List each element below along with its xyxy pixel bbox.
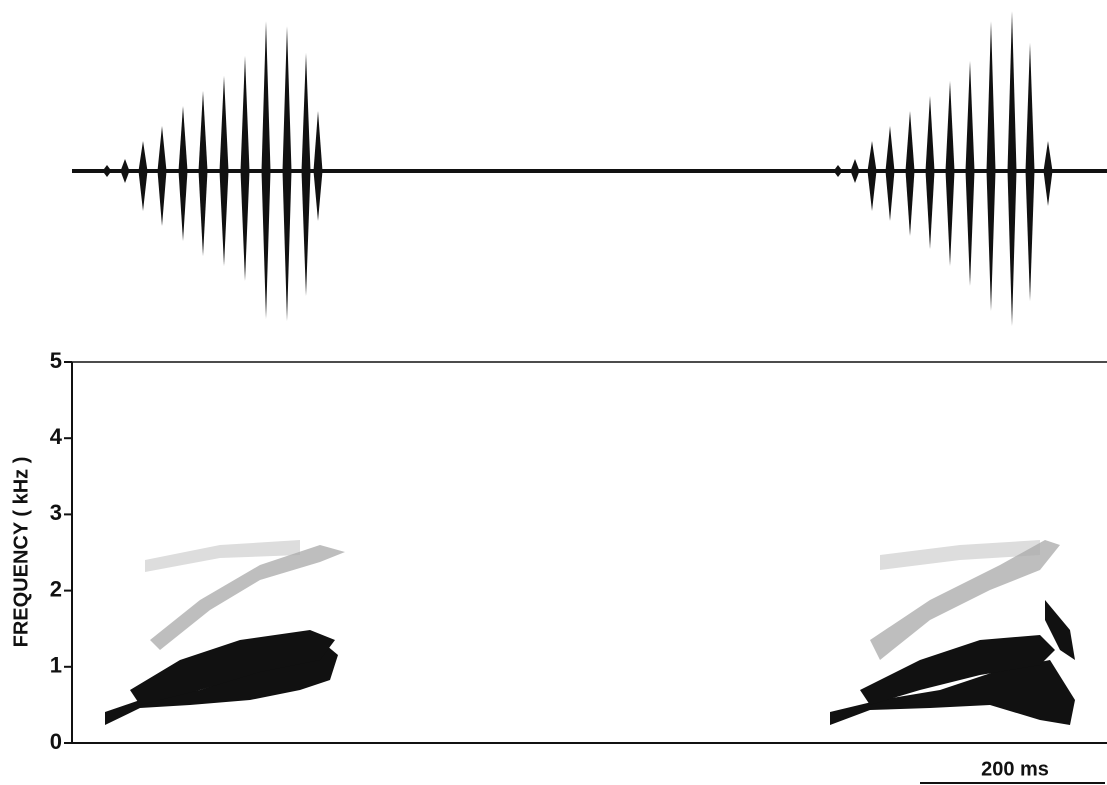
y-tick-label: 0 (50, 729, 62, 754)
figure: FREQUENCY ( kHz ) 200 ms 0 1 2 3 4 5 (0, 0, 1107, 785)
pulse (987, 21, 996, 311)
pulse (886, 126, 895, 221)
waveform (72, 11, 1107, 326)
pulse (1026, 43, 1035, 301)
pulse (834, 165, 843, 177)
scale-bar-label: 200 ms (981, 758, 1049, 780)
y-axis-label: FREQUENCY ( kHz ) (10, 457, 32, 648)
pulse (220, 76, 229, 266)
spectrogram (105, 540, 1075, 725)
pulse (906, 111, 915, 236)
pulse (302, 53, 311, 296)
y-tick-label: 1 (50, 653, 62, 678)
pulse (283, 26, 292, 321)
y-tick-label: 3 (50, 500, 62, 525)
y-tick-label: 4 (50, 424, 63, 449)
pulse (241, 56, 250, 281)
pulse (179, 106, 188, 241)
pulse (262, 21, 271, 319)
pulse (851, 159, 860, 183)
pulse (139, 141, 148, 211)
pulse (926, 96, 935, 249)
pulse (868, 141, 877, 211)
pulse (1044, 141, 1053, 206)
pulse (314, 111, 323, 221)
pulse (103, 165, 112, 177)
pulse (946, 81, 955, 266)
y-tick-label: 2 (50, 576, 62, 601)
pulse (966, 61, 975, 286)
pulse (121, 159, 130, 183)
pulse (199, 91, 208, 256)
pulse (1008, 11, 1017, 326)
pulse (158, 126, 167, 226)
y-tick-label: 5 (50, 348, 62, 373)
